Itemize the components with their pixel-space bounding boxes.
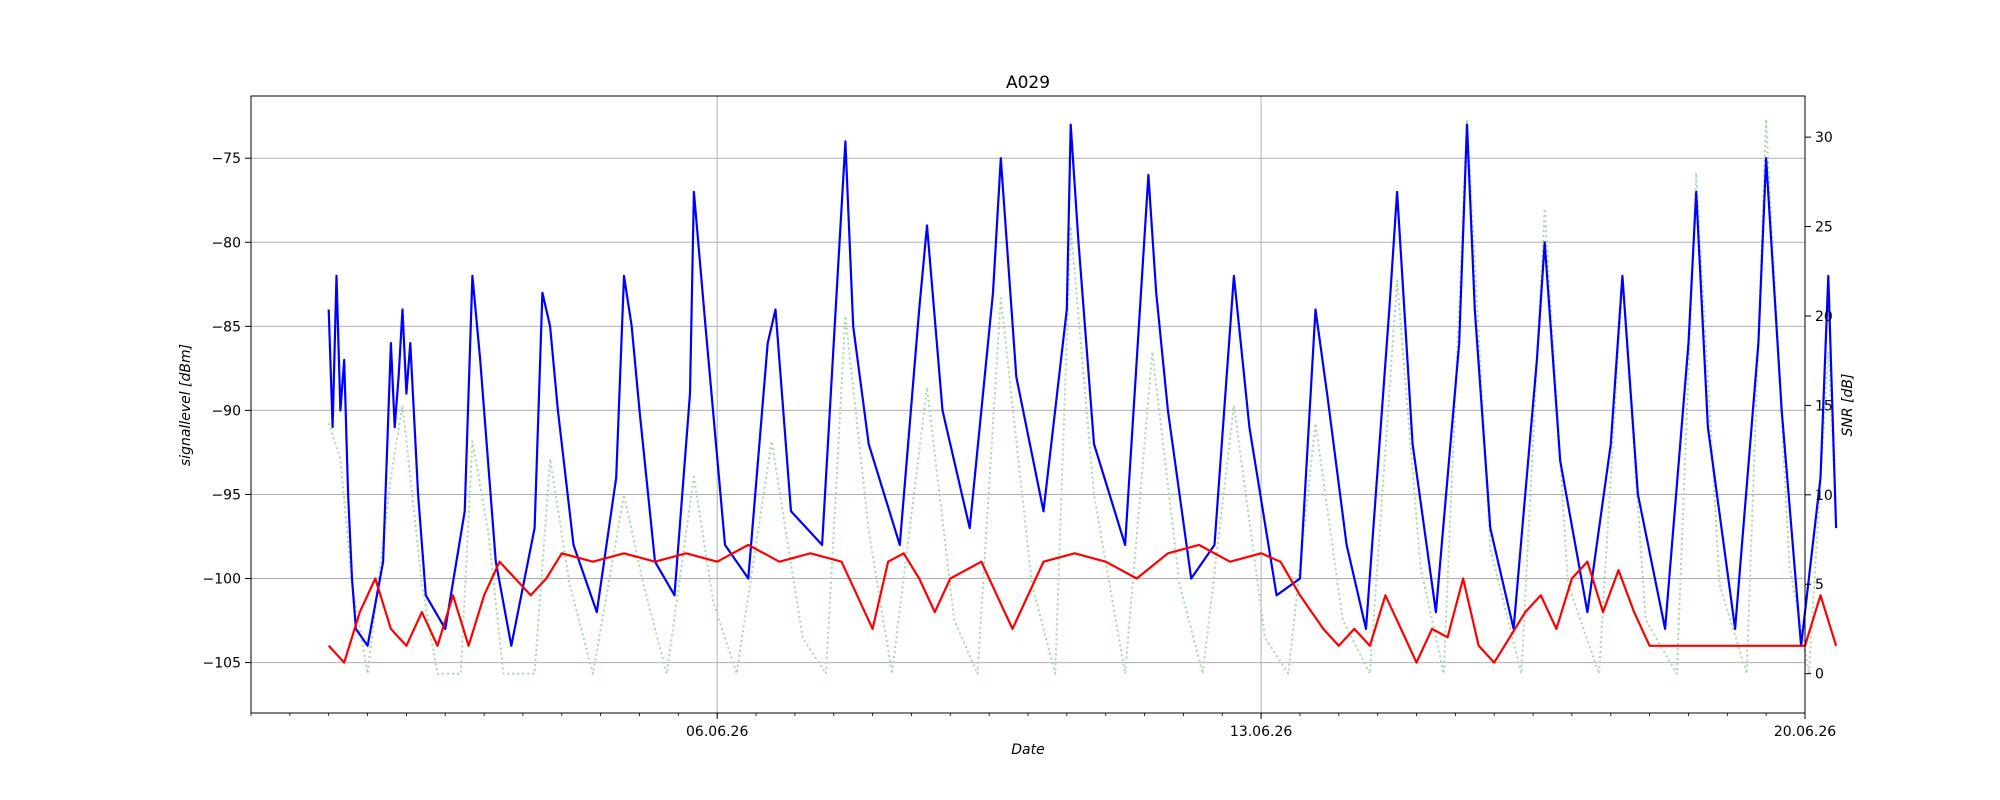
x-tick-label: 20.06.26 xyxy=(1774,724,1836,740)
y2-tick-label: 30 xyxy=(1815,130,1833,146)
y2-tick-label: 25 xyxy=(1815,220,1833,236)
y-tick-label: −80 xyxy=(211,235,241,251)
x-tick-label: 13.06.26 xyxy=(1230,724,1292,740)
y2-tick-label: 20 xyxy=(1815,309,1833,325)
y-tick-label: −100 xyxy=(203,572,241,588)
y2-tick-label: 5 xyxy=(1815,577,1824,593)
y2-tick-label: 0 xyxy=(1815,667,1824,683)
y2-tick-label: 10 xyxy=(1815,488,1833,504)
series-layer xyxy=(327,118,1838,675)
series-line xyxy=(327,123,1838,647)
x-axis-label: Date xyxy=(1011,742,1044,758)
y-tick-label: −75 xyxy=(211,151,241,167)
axes: −75 −80 −85 −90 −95 −100 −105 30 25 20 15 10 5 0 06.06… xyxy=(203,130,1837,740)
x-tick-label: 06.06.26 xyxy=(686,724,748,740)
chart-title: A029 xyxy=(1006,73,1050,93)
y2-axis-label: SNR [dB] xyxy=(1840,374,1856,437)
series-line xyxy=(327,118,1838,675)
series-line xyxy=(327,543,1838,664)
y-axis-label: signallevel [dBm] xyxy=(178,344,194,466)
y-tick-label: −90 xyxy=(211,403,241,419)
y2-tick-label: 15 xyxy=(1815,398,1833,414)
plot-area xyxy=(251,96,1805,713)
y-tick-label: −105 xyxy=(203,656,241,672)
y-tick-label: −85 xyxy=(211,319,241,335)
y-tick-label: −95 xyxy=(211,487,241,503)
